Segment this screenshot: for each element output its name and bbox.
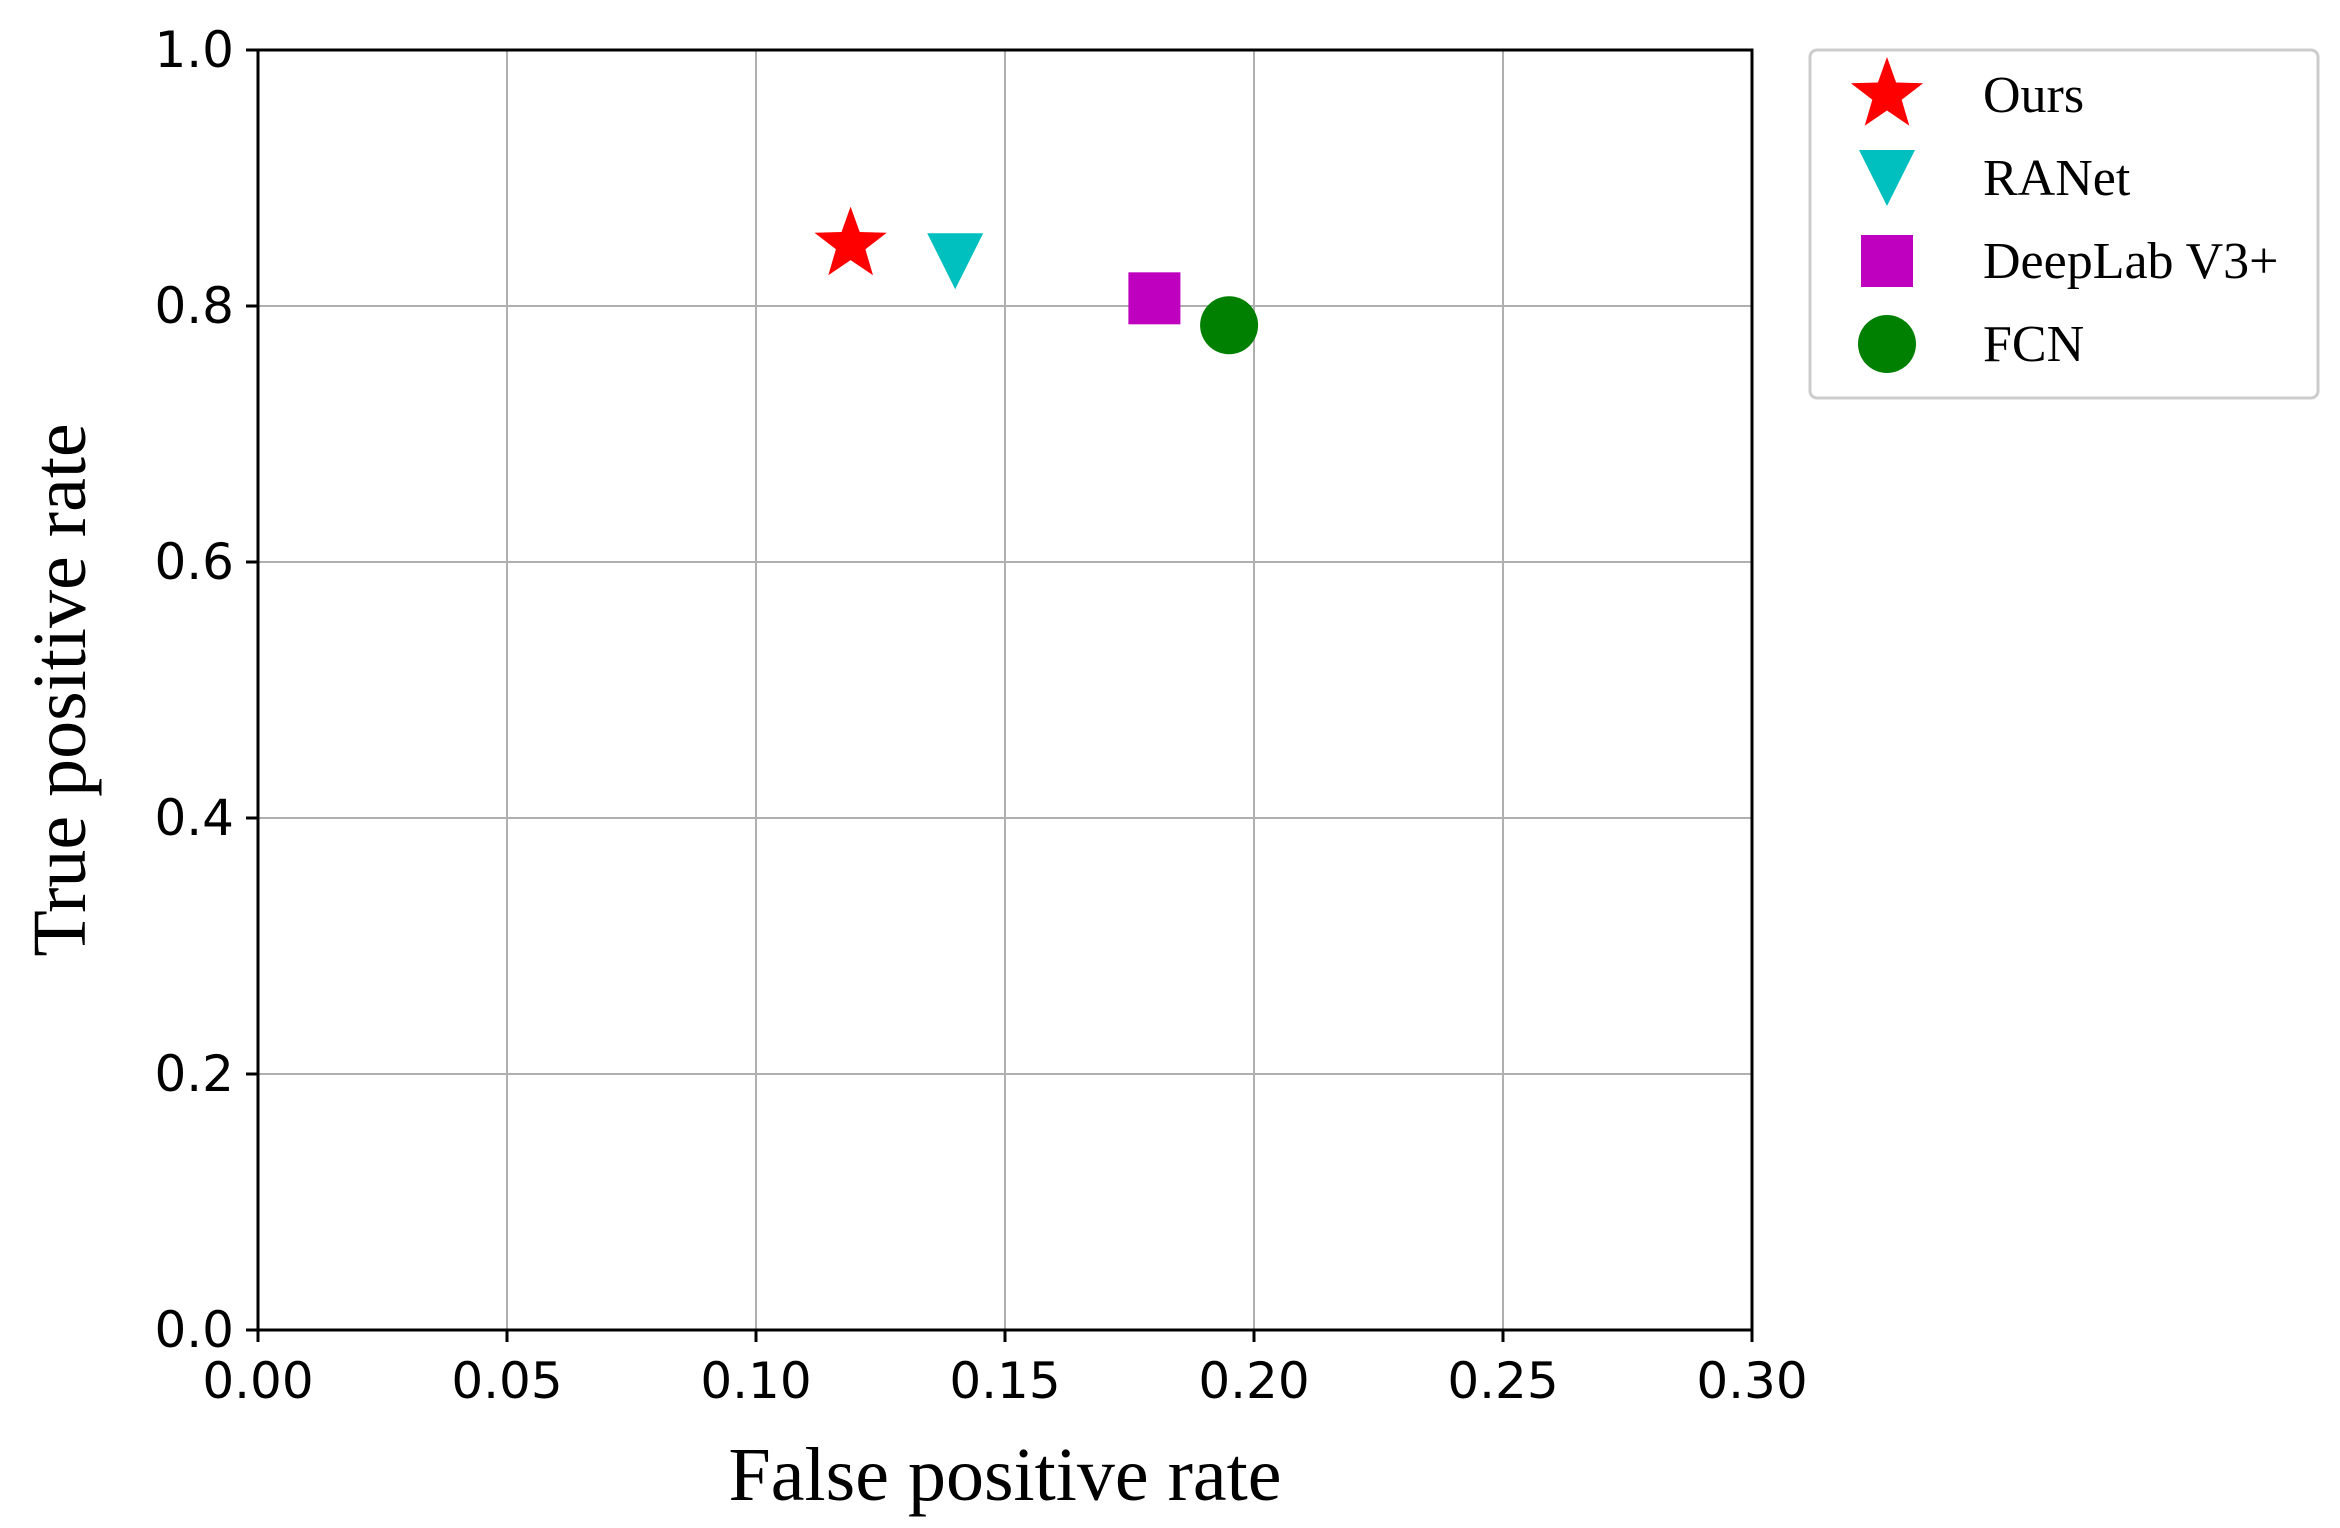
legend: Ours RANet DeepLab V3+ FCN — [1808, 48, 2320, 400]
x-tick-label: 0.25 — [1447, 1352, 1558, 1410]
x-tick-label: 0.00 — [202, 1352, 313, 1410]
y-tick-label: 0.6 — [154, 533, 234, 591]
y-tick-label: 0.4 — [154, 789, 234, 847]
y-tick-label: 0.2 — [154, 1045, 234, 1103]
x-tick-label: 0.15 — [949, 1352, 1060, 1410]
data-point-circle — [1200, 296, 1259, 355]
data-point-square — [1128, 272, 1181, 325]
legend-marker-square — [1861, 235, 1913, 287]
data-markers — [814, 206, 1259, 355]
x-tick-label: 0.20 — [1198, 1352, 1309, 1410]
legend-label: DeepLab V3+ — [1983, 233, 2279, 290]
axis-ticks: 0.00 0.05 0.10 0.15 0.20 0.25 0.30 0.0 0.2 0.4 0.6… — [154, 21, 1807, 1410]
data-point-triangle-down — [927, 233, 984, 290]
legend-label: FCN — [1983, 316, 2084, 373]
y-tick-label: 0.8 — [154, 277, 234, 335]
x-axis-title: False positive rate — [729, 1433, 1282, 1517]
legend-marker-circle — [1858, 315, 1916, 373]
legend-frame — [1808, 48, 2320, 400]
legend-marker-star — [1850, 57, 1924, 126]
legend-label: Ours — [1983, 67, 2084, 124]
y-axis-title: True positive rate — [18, 423, 102, 956]
x-tick-label: 0.10 — [700, 1352, 811, 1410]
x-tick-label: 0.05 — [451, 1352, 562, 1410]
legend-label: RANet — [1983, 150, 2131, 207]
grid-lines — [257, 49, 1753, 1331]
y-tick-label: 1.0 — [154, 21, 234, 79]
data-point-star — [814, 206, 887, 276]
legend-marker-triangle-down — [1859, 150, 1915, 206]
x-tick-label: 0.30 — [1696, 1352, 1807, 1410]
y-tick-label: 0.0 — [154, 1301, 234, 1359]
